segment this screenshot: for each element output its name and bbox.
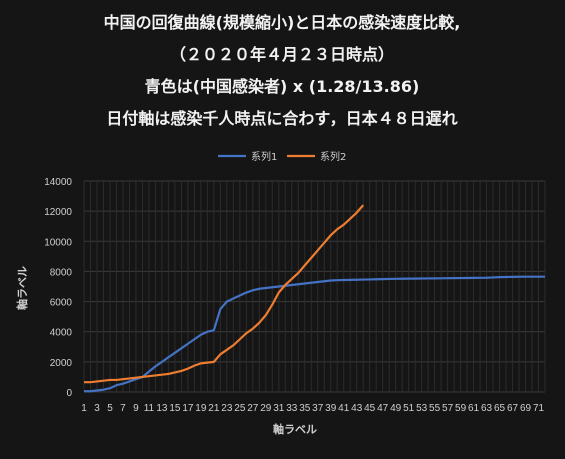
y-tick-label: 10000 <box>44 237 72 248</box>
x-tick-label: 37 <box>312 403 324 414</box>
x-tick-label: 21 <box>208 403 220 414</box>
title-line-2: （２０２０年４月２３日時点） <box>170 45 394 64</box>
x-tick-label: 15 <box>169 403 181 414</box>
x-tick-label: 49 <box>390 403 402 414</box>
x-tick-label: 5 <box>107 403 113 414</box>
x-tick-label: 17 <box>182 403 194 414</box>
title-line-3: 青色は(中国感染者) x (1.28/13.86) <box>145 77 420 96</box>
x-axis-ticks: 1 3 5 7 9 11 13 15 17 19 21 23 25 27 29 31 33 35 37 39 41 43 4… <box>81 403 544 414</box>
y-axis-ticks: 0 2000 4000 6000 8000 10000 12000 14000 <box>44 177 72 399</box>
x-tick-label: 3 <box>94 403 100 414</box>
x-tick-label: 13 <box>156 403 168 414</box>
y-axis-title: 軸ラベル <box>15 266 29 310</box>
x-tick-label: 47 <box>377 403 389 414</box>
legend: 系列1 系列2 <box>218 150 346 163</box>
x-tick-label: 33 <box>286 403 298 414</box>
x-tick-label: 59 <box>455 403 467 414</box>
legend-label-1: 系列1 <box>251 150 277 163</box>
x-tick-label: 1 <box>81 403 87 414</box>
x-tick-label: 27 <box>247 403 259 414</box>
x-tick-label: 39 <box>325 403 337 414</box>
x-tick-label: 55 <box>429 403 441 414</box>
x-tick-label: 69 <box>520 403 532 414</box>
y-tick-label: 2000 <box>50 358 73 369</box>
x-tick-label: 25 <box>234 403 246 414</box>
series-group <box>84 204 545 393</box>
series-line-2 <box>84 204 365 384</box>
x-tick-label: 43 <box>351 403 363 414</box>
x-tick-label: 41 <box>338 403 350 414</box>
x-tick-label: 23 <box>221 403 233 414</box>
legend-label-2: 系列2 <box>320 150 346 163</box>
series-line-1 <box>84 275 545 393</box>
grid <box>83 180 546 393</box>
x-tick-label: 7 <box>120 403 126 414</box>
x-tick-label: 45 <box>364 403 376 414</box>
x-tick-label: 35 <box>299 403 311 414</box>
x-tick-label: 11 <box>144 403 155 414</box>
y-tick-label: 8000 <box>50 267 73 278</box>
x-tick-label: 29 <box>260 403 272 414</box>
x-tick-label: 19 <box>195 403 207 414</box>
x-tick-label: 51 <box>403 403 415 414</box>
title-line-1: 中国の回復曲線(規模縮小)と日本の感染速度比較, <box>104 13 461 32</box>
y-tick-label: 12000 <box>44 207 72 218</box>
x-tick-label: 67 <box>507 403 519 414</box>
x-tick-label: 65 <box>494 403 506 414</box>
x-tick-label: 61 <box>468 403 480 414</box>
y-tick-label: 4000 <box>50 328 73 339</box>
chart-title: 中国の回復曲線(規模縮小)と日本の感染速度比較, （２０２０年４月２３日時点） … <box>104 13 461 128</box>
x-tick-label: 53 <box>416 403 428 414</box>
x-tick-label: 57 <box>442 403 454 414</box>
x-axis-title: 軸ラベル <box>273 422 317 436</box>
y-tick-label: 6000 <box>50 298 73 309</box>
y-tick-label: 0 <box>66 388 72 399</box>
x-tick-label: 63 <box>481 403 493 414</box>
title-line-4: 日付軸は感染千人時点に合わす，日本４８日遅れ <box>106 109 457 128</box>
x-tick-label: 31 <box>273 403 285 414</box>
x-tick-label: 9 <box>133 403 139 414</box>
y-tick-label: 14000 <box>44 177 72 188</box>
x-tick-label: 71 <box>533 403 545 414</box>
